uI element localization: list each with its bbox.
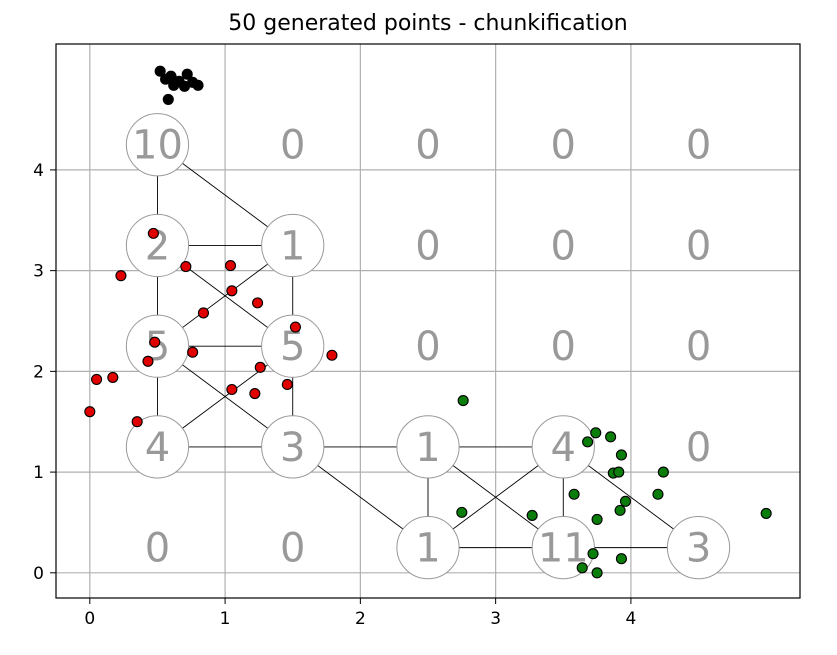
data-point-green <box>456 506 468 518</box>
chunk-label: 0 <box>551 223 576 269</box>
data-point-green <box>582 436 594 448</box>
chunk-circle <box>531 516 595 580</box>
data-point-red <box>289 321 301 333</box>
data-point-red <box>281 378 293 391</box>
chunk-label: 4 <box>145 425 170 471</box>
chunk-label: 0 <box>145 526 170 572</box>
data-point-green <box>615 449 627 461</box>
chunk-circle <box>261 415 325 479</box>
data-point-red <box>142 355 154 367</box>
chunk-label: 3 <box>686 526 711 572</box>
data-point-red <box>252 297 264 309</box>
chunk-label: 0 <box>280 123 305 169</box>
chunk-label: 3 <box>280 425 305 471</box>
data-point-red <box>226 285 238 297</box>
data-point-red <box>180 261 192 273</box>
chunk-label: 0 <box>686 123 711 169</box>
chunk-label: 0 <box>686 324 711 370</box>
data-point-green <box>590 427 602 439</box>
chunk-label: 0 <box>686 223 711 269</box>
chunk-label: 4 <box>551 425 576 471</box>
y-tick-label: 0 <box>33 564 44 584</box>
data-point-red <box>197 307 209 319</box>
chunk-label: 1 <box>415 425 440 471</box>
chunk-label: 0 <box>415 123 440 169</box>
data-point-red <box>115 270 127 282</box>
x-tick-label: 2 <box>355 609 366 629</box>
data-point-red <box>107 371 119 383</box>
chunk-circle <box>396 415 460 479</box>
chart-title: 50 generated points - chunkification <box>228 11 627 36</box>
data-point-red <box>249 387 261 400</box>
chunk-label: 10 <box>132 123 183 169</box>
data-point-red <box>131 416 143 428</box>
chunk-circle <box>125 415 190 479</box>
chunk-circle <box>531 415 595 479</box>
chunk-label: 0 <box>686 425 711 471</box>
x-tick-label: 3 <box>490 609 501 629</box>
data-point-green <box>568 488 580 500</box>
x-tick-label: 1 <box>220 609 231 629</box>
data-point-red <box>149 336 161 348</box>
y-tick-label: 2 <box>33 362 44 382</box>
data-point-red <box>84 406 96 418</box>
data-point-red <box>91 373 103 385</box>
data-point-black <box>154 65 166 77</box>
data-point-green <box>760 507 772 519</box>
chunk-label: 1 <box>415 526 440 572</box>
x-tick-label: 0 <box>84 609 95 629</box>
y-tick-label: 4 <box>33 161 44 181</box>
chunk-circle <box>125 213 190 278</box>
data-point-black <box>181 68 193 80</box>
y-tick-label: 3 <box>33 262 44 282</box>
chunk-circle <box>261 314 325 378</box>
plot-frame <box>55 43 801 599</box>
data-point-green <box>657 466 669 478</box>
data-point-green <box>457 395 469 407</box>
data-point-green <box>605 431 617 443</box>
chunk-label: 0 <box>415 324 440 370</box>
data-point-red <box>226 383 238 396</box>
data-point-green <box>652 488 664 500</box>
chunk-label: 0 <box>415 223 440 269</box>
grid <box>56 44 800 598</box>
data-point-black <box>162 93 174 105</box>
data-point-red <box>147 227 159 239</box>
data-point-green <box>526 509 538 521</box>
x-tick-label: 4 <box>625 609 636 629</box>
data-point-green <box>576 562 588 574</box>
data-point-black <box>192 79 204 91</box>
axes: 0 1 2 3 4 0 1 2 3 4 <box>33 43 801 629</box>
data-point-red <box>187 346 199 358</box>
data-point-green <box>613 466 625 478</box>
chunk-circle <box>396 516 460 580</box>
chunk-label: 0 <box>551 324 576 370</box>
data-point-green <box>619 495 632 507</box>
chunk-label: 1 <box>280 223 305 269</box>
data-points <box>84 65 772 579</box>
data-point-red <box>326 349 338 361</box>
chunk-circle <box>261 213 325 278</box>
chunk-label: 0 <box>280 526 305 572</box>
y-tick-label: 1 <box>33 463 44 483</box>
data-point-green <box>614 504 626 516</box>
data-point-green <box>615 553 627 565</box>
data-point-green <box>587 548 599 560</box>
chunk-circle <box>125 113 190 177</box>
data-point-red <box>224 260 237 272</box>
data-point-red <box>254 361 266 373</box>
chunk-label: 0 <box>551 123 576 169</box>
chunk-circle <box>666 516 731 580</box>
data-point-green <box>591 567 603 579</box>
data-point-green <box>591 513 603 525</box>
